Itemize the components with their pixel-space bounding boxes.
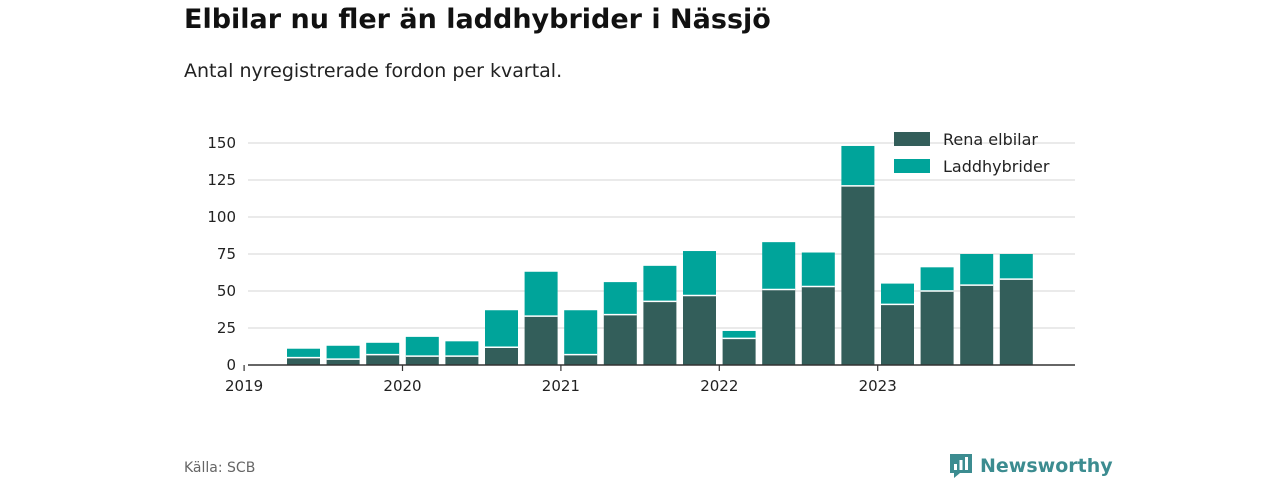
bar-laddhybrider [564,310,598,355]
bar-rena-elbilar [881,304,914,365]
bar-rena-elbilar [920,291,954,365]
bar-laddhybrider [405,336,439,357]
bar-laddhybrider [683,251,716,296]
y-tick-label: 0 [226,356,236,374]
bar-laddhybrider [722,330,756,339]
bar-laddhybrider [999,254,1033,280]
chart-title: Elbilar nu fler än laddhybrider i Nässjö [184,4,771,35]
bar-rena-elbilar [326,359,360,365]
bar-laddhybrider [841,145,875,186]
bar-rena-elbilar [564,354,598,365]
newsworthy-logo-icon [950,454,972,478]
bar-rena-elbilar [841,185,875,365]
x-tick-label: 2019 [225,377,263,395]
bar-laddhybrider [445,341,479,357]
y-tick-label: 75 [217,245,236,263]
x-tick-label: 2022 [700,377,738,395]
bar-laddhybrider [326,345,360,360]
y-tick-label: 100 [207,208,236,226]
x-tick-label: 2021 [542,377,580,395]
y-tick-label: 125 [207,171,236,189]
brand-name: Newsworthy [980,455,1113,477]
x-tick-label: 2023 [859,377,897,395]
legend-label-rena-elbilar: Rena elbilar [943,130,1038,149]
bar-laddhybrider [920,267,954,291]
x-tick-label: 2020 [383,377,421,395]
bar-rena-elbilar [960,285,994,365]
bar-rena-elbilar [603,314,637,365]
bar-laddhybrider [603,282,637,315]
bar-laddhybrider [485,310,518,348]
bar-rena-elbilar [643,301,677,365]
bar-rena-elbilar [524,316,558,365]
bar-rena-elbilar [445,356,479,365]
bar-laddhybrider [960,254,994,286]
legend-swatch-rena-elbilar [894,132,930,146]
bar-laddhybrider [881,283,914,305]
bar-rena-elbilar [999,279,1033,365]
bar-rena-elbilar [405,356,439,365]
bar-laddhybrider [524,271,558,317]
bar-rena-elbilar [366,354,400,365]
newsworthy-logo: Newsworthy [948,452,1113,480]
bar-rena-elbilar [722,338,756,365]
bar-rena-elbilar [762,289,796,365]
bar-laddhybrider [287,348,320,358]
y-tick-label: 50 [217,282,236,300]
bar-rena-elbilar [801,286,835,365]
bar-laddhybrider [643,265,677,302]
bar-rena-elbilar [287,357,320,365]
bar-rena-elbilar [683,295,716,365]
legend-label-laddhybrider: Laddhybrider [943,157,1050,176]
source-note: Källa: SCB [184,460,256,476]
chart-subtitle: Antal nyregistrerade fordon per kvartal. [184,60,563,82]
y-tick-label: 25 [217,319,236,337]
legend-swatch-laddhybrider [894,159,930,173]
bar-rena-elbilar [485,347,518,365]
bar-chart: 0 25 50 75 100 125 150 2019 2020 2021 2022 2023 Rena… [207,130,1075,395]
bar-laddhybrider [801,252,835,287]
y-tick-label: 150 [207,134,236,152]
bar-laddhybrider [762,242,796,290]
bar-laddhybrider [366,342,400,355]
